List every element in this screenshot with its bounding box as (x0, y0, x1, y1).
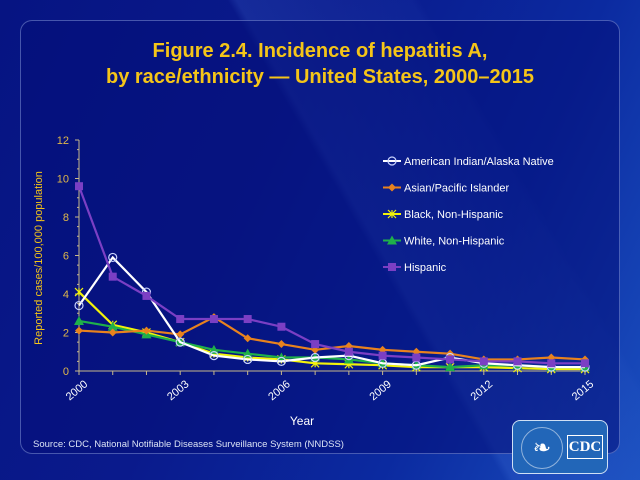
data-point (242, 348, 253, 358)
data-point (108, 328, 117, 337)
legend-label: Black, Non-Hispanic (404, 209, 504, 221)
hhs-eagle-icon: ❧ (521, 427, 563, 469)
series-line (78, 315, 586, 361)
legend-label: Asian/Pacific Islander (404, 183, 509, 195)
y-axis-label: Reported cases/100,000 population (33, 171, 45, 345)
legend-item: Hispanic (383, 262, 447, 274)
x-tick-label: 2012 (469, 378, 495, 403)
chart-title-line2: by race/ethnicity — United States, 2000–… (106, 66, 534, 88)
cdc-logo: ❧ CDC (512, 420, 608, 474)
series-4 (75, 182, 589, 368)
series-0 (74, 252, 590, 372)
data-point (277, 340, 286, 349)
data-point (311, 340, 320, 349)
data-point (277, 322, 286, 331)
legend-marker (388, 263, 396, 271)
data-point (176, 315, 185, 324)
data-point (209, 315, 218, 324)
data-point (74, 287, 84, 297)
legend: American Indian/Alaska Native Asian/Pacif… (383, 156, 554, 274)
data-point (581, 359, 589, 368)
data-point (310, 352, 320, 363)
legend-item: Asian/Pacific Islander (383, 183, 509, 195)
data-point (243, 334, 252, 343)
data-point (378, 351, 387, 360)
data-point (108, 272, 117, 281)
x-axis-label: Year (290, 414, 314, 428)
legend-item: White, Non-Hispanic (383, 235, 505, 248)
data-point (142, 326, 151, 335)
data-point (175, 337, 185, 347)
chart-title: Figure 2.4. Incidence of hepatitis A, by… (0, 38, 640, 90)
data-point (412, 353, 421, 362)
y-tick-label: 8 (63, 212, 69, 224)
data-point (75, 326, 83, 335)
legend-marker (388, 183, 396, 192)
x-tick-label: 2009 (367, 378, 393, 403)
data-point (74, 315, 84, 325)
legend-marker (387, 235, 397, 245)
x-tick-label: 2003 (165, 378, 191, 403)
data-point (142, 291, 151, 300)
series-line (78, 255, 585, 369)
content-frame (20, 20, 620, 454)
chart-title-line1: Figure 2.4. Incidence of hepatitis A, (152, 40, 488, 62)
y-tick-label: 12 (57, 135, 69, 147)
legend-marker (387, 209, 397, 219)
data-point (74, 300, 84, 311)
legend-item: American Indian/Alaska Native (383, 156, 554, 168)
data-point (479, 357, 488, 366)
legend-label: American Indian/Alaska Native (404, 156, 554, 168)
data-point (344, 347, 353, 356)
y-tick-label: 4 (63, 289, 69, 301)
series-line (77, 185, 585, 365)
legend-item: Black, Non-Hispanic (383, 209, 504, 221)
y-tick-label: 0 (63, 366, 69, 378)
legend-marker (387, 156, 397, 166)
data-point (209, 351, 219, 361)
x-tick-label: 2006 (266, 378, 292, 403)
data-point (276, 356, 286, 366)
data-point (107, 321, 118, 331)
series-lines (74, 182, 590, 374)
data-point (208, 344, 219, 354)
x-tick-label: 2015 (570, 378, 596, 403)
legend-label: Hispanic (404, 262, 447, 274)
data-point (75, 182, 83, 191)
y-tick-label: 10 (57, 174, 69, 186)
data-point (547, 359, 556, 368)
data-point (445, 362, 456, 372)
data-point (513, 357, 522, 366)
data-point (108, 252, 118, 263)
y-tick-label: 6 (63, 251, 69, 263)
source-note: Source: CDC, National Notifiable Disease… (33, 439, 344, 450)
data-point (243, 315, 252, 324)
cdc-logo-text: CDC (567, 435, 603, 459)
data-point (343, 354, 354, 364)
y-tick-label: 2 (63, 328, 69, 340)
data-point (243, 354, 253, 365)
data-point (176, 330, 185, 339)
data-point (446, 355, 455, 364)
legend-label: White, Non-Hispanic (404, 236, 505, 248)
x-tick-label: 2000 (64, 378, 90, 403)
